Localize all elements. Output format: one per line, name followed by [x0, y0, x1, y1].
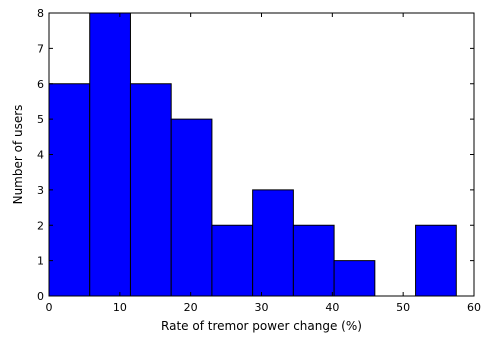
x-tick-label: 60 — [467, 301, 481, 314]
y-tick-label: 1 — [37, 255, 44, 268]
y-axis-label: Number of users — [11, 105, 25, 205]
x-axis: 0 10 20 30 40 50 60 — [46, 13, 481, 314]
y-tick-label: 8 — [37, 7, 44, 20]
histogram-bar — [129, 83, 172, 297]
y-tick-label: 2 — [37, 219, 44, 232]
histogram-bar — [48, 83, 91, 297]
y-tick-label: 6 — [37, 78, 44, 91]
y-tick-label: 3 — [37, 184, 44, 197]
y-tick-label: 7 — [37, 42, 44, 55]
y-tick-label: 0 — [37, 290, 44, 303]
y-axis: 0 1 2 3 4 5 6 7 8 — [37, 7, 474, 303]
x-tick-label: 30 — [255, 301, 269, 314]
y-tick-label: 4 — [37, 149, 44, 162]
x-tick-label: 50 — [396, 301, 410, 314]
histogram-bar — [415, 224, 457, 297]
histogram-bar — [170, 118, 213, 297]
x-tick-label: 0 — [46, 301, 53, 314]
x-tick-label: 40 — [325, 301, 339, 314]
histogram-bar — [211, 224, 254, 297]
histogram-bar — [252, 189, 294, 297]
bars-group — [48, 12, 457, 297]
x-axis-label: Rate of tremor power change (%) — [161, 319, 362, 333]
histogram-bar — [292, 224, 335, 297]
x-tick-label: 20 — [184, 301, 198, 314]
histogram-bar — [89, 12, 131, 297]
y-tick-label: 5 — [37, 113, 44, 126]
histogram-bar — [333, 260, 376, 297]
x-tick-label: 10 — [113, 301, 127, 314]
